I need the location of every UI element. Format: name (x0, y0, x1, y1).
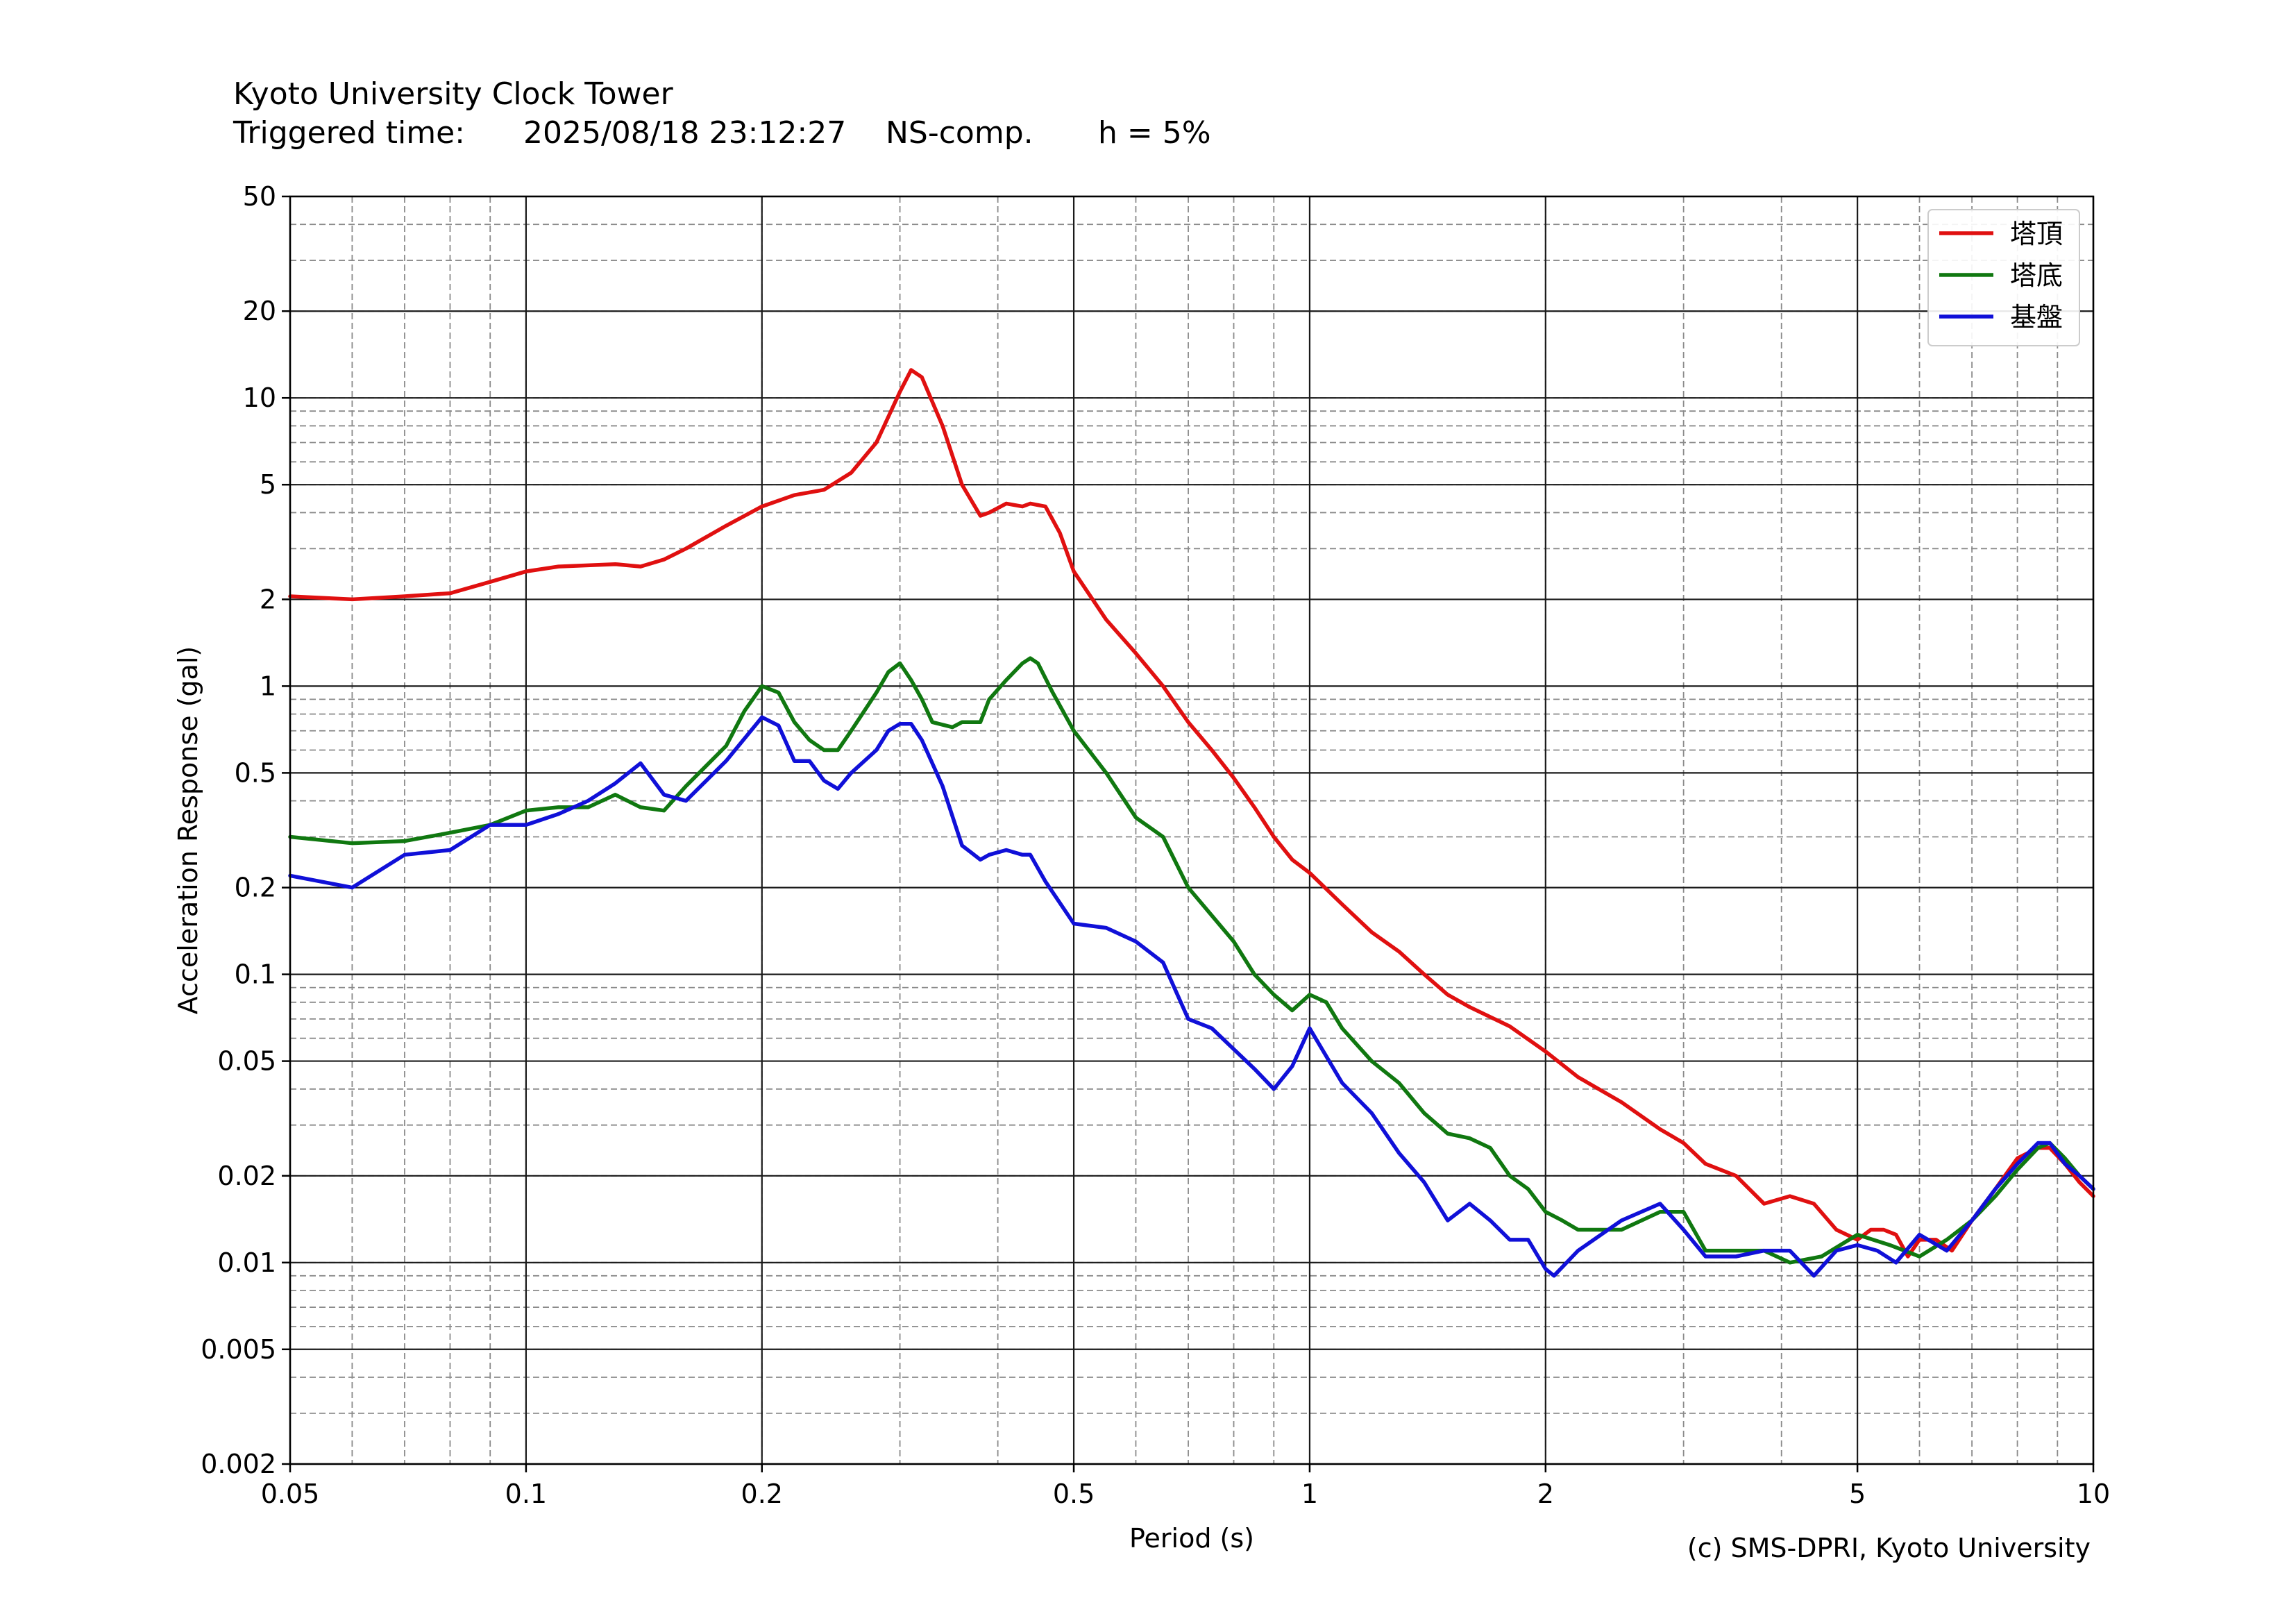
series-line-2 (288, 656, 2095, 1265)
trigger-label: Triggered time: (233, 115, 465, 151)
damping-label: h = 5% (1098, 115, 1211, 151)
component-label: NS-comp. (886, 115, 1033, 151)
y-tick-label: 1 (260, 671, 276, 701)
y-tick-label: 0.1 (235, 959, 276, 990)
y-tick-label: 0.05 (217, 1046, 276, 1077)
x-tick-label: 2 (1537, 1479, 1554, 1509)
series-line-3 (288, 715, 2095, 1278)
trigger-info: Triggered time: 2025/08/18 23:12:27 NS-com… (233, 114, 1211, 153)
y-tick-label: 50 (243, 181, 276, 212)
y-tick-label: 0.005 (201, 1334, 276, 1365)
y-tick-label: 0.002 (201, 1449, 276, 1479)
chart-title: Kyoto University Clock Tower (233, 76, 673, 112)
y-tick-label: 20 (243, 296, 276, 326)
series-line-1 (288, 368, 2095, 1259)
x-tick-label: 0.05 (261, 1479, 320, 1509)
minor-grid (290, 196, 2093, 1464)
y-tick-label: 0.02 (217, 1161, 276, 1191)
major-grid (289, 195, 2095, 1465)
series-layer (288, 368, 2095, 1278)
chart-header: Kyoto University Clock Tower Triggered t… (233, 75, 1211, 153)
plot-frame (289, 195, 2095, 1465)
y-axis-ticks: 0.002 0.005 0.01 0.02 0.05 0.1 0.2 0.5 1 2 5 10 20 50 (201, 181, 290, 1479)
y-tick-label: 0.01 (217, 1247, 276, 1278)
legend-label-3: 基盤 (2010, 302, 2063, 333)
y-tick-label: 2 (260, 584, 276, 614)
x-tick-label: 0.5 (1053, 1479, 1095, 1509)
trigger-time: 2025/08/18 23:12:27 (523, 115, 847, 151)
y-tick-label: 0.2 (235, 873, 276, 903)
y-tick-label: 0.5 (235, 757, 276, 788)
legend-label-1: 塔頂 (2010, 219, 2063, 249)
x-tick-label: 10 (2077, 1479, 2110, 1509)
x-tick-label: 1 (1301, 1479, 1318, 1509)
y-tick-label: 10 (243, 382, 276, 413)
legend-box (1927, 209, 2080, 346)
x-axis-ticks: 0.05 0.1 0.2 0.5 1 2 5 10 (261, 1464, 2110, 1509)
x-tick-label: 5 (1849, 1479, 1866, 1509)
credit-text: (c) SMS-DPRI, Kyoto University (1687, 1533, 2091, 1563)
x-tick-label: 0.2 (741, 1479, 783, 1509)
legend-label-2: 塔底 (2010, 260, 2063, 291)
y-axis-label: Acceleration Response (gal) (173, 646, 203, 1014)
y-tick-label: 5 (260, 469, 276, 500)
x-axis-label: Period (s) (1129, 1523, 1254, 1554)
x-tick-label: 0.1 (505, 1479, 547, 1509)
